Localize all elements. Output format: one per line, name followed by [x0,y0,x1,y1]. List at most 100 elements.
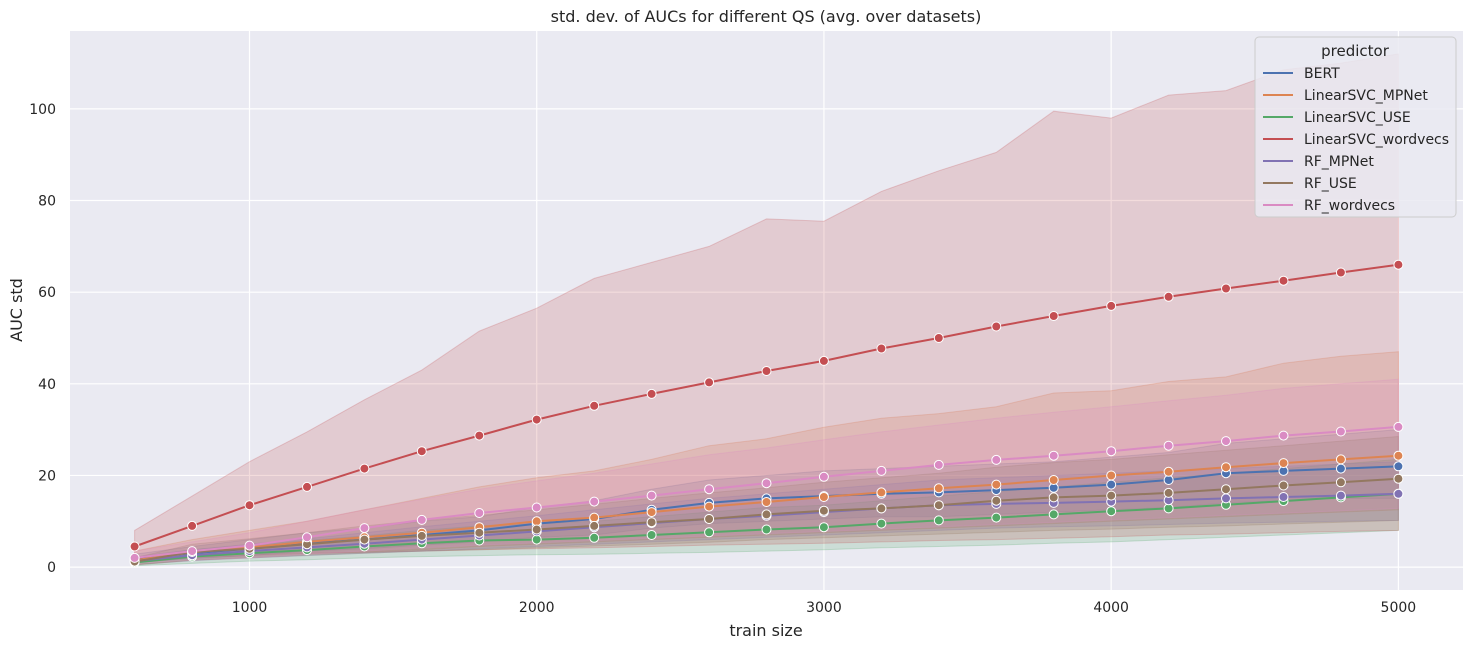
point-RF_USE [876,503,887,514]
point-RF_wordvecs [1393,421,1404,432]
point-LinearSVC_MPNet [761,497,772,507]
point-RF_USE [1221,484,1231,495]
point-RF_wordvecs [416,514,427,525]
band-LinearSVC_wordvecs [134,53,1399,564]
point-RF_wordvecs [1221,436,1231,447]
point-RF_MPNet [1278,492,1289,502]
legend-items: BERT LinearSVC_MPNet LinearSVC_USE LinearSV… [1263,66,1449,214]
point-RF_wordvecs [187,546,198,557]
point-BERT [1335,463,1346,474]
point-LinearSVC_USE [1106,506,1117,517]
point-RF_wordvecs [1048,450,1059,461]
point-LinearSVC_wordvecs [704,377,715,388]
point-RF_USE [991,495,1002,506]
point-RF_wordvecs [1335,426,1346,437]
point-LinearSVC_MPNet [1106,470,1117,481]
legend-title: predictor [1321,42,1390,60]
point-RF_MPNet [1221,493,1231,504]
point-LinearSVC_MPNet [1221,462,1231,473]
point-RF_USE [416,530,427,541]
point-BERT [1106,479,1117,490]
point-RF_USE [818,505,829,516]
point-LinearSVC_MPNet [646,507,657,518]
legend-box [1254,36,1457,218]
point-LinearSVC_USE [646,530,657,540]
y-axis-ticks: 0 20 40 60 80 100 [29,102,56,576]
point-RF_wordvecs [704,484,715,495]
point-RF_USE [1106,490,1117,501]
point-LinearSVC_wordvecs [1335,267,1346,278]
point-RF_wordvecs [1278,430,1289,441]
point-RF_wordvecs [531,502,542,513]
legend-label: LinearSVC_wordvecs [1304,132,1449,148]
point-LinearSVC_wordvecs [187,520,198,531]
point-LinearSVC_wordvecs [474,430,485,441]
point-LinearSVC_wordvecs [1048,311,1059,321]
point-RF_wordvecs [1163,440,1174,451]
point-BERT [1163,475,1174,485]
x-axis-label: train size [729,621,802,640]
point-LinearSVC_wordvecs [129,541,140,552]
point-BERT [1393,461,1404,472]
point-LinearSVC_wordvecs [589,400,600,411]
point-LinearSVC_USE [1048,509,1059,520]
point-RF_USE [1393,473,1404,484]
point-LinearSVC_MPNet [1393,450,1404,461]
point-LinearSVC_MPNet [704,501,715,512]
chart-title: std. dev. of AUCs for different QS (avg.… [551,7,982,26]
point-RF_wordvecs [761,478,772,489]
point-RF_USE [646,517,657,528]
legend-label: LinearSVC_MPNet [1304,88,1428,104]
y-axis-label: AUC std [7,278,26,342]
y-tick-label: 60 [38,285,56,301]
point-RF_USE [933,500,944,511]
point-RF_wordvecs [646,490,657,501]
point-RF_wordvecs [359,523,370,534]
point-LinearSVC_wordvecs [359,463,370,474]
legend-label: RF_wordvecs [1304,198,1395,214]
point-RF_wordvecs [302,532,312,543]
point-RF_wordvecs [991,454,1002,465]
point-RF_wordvecs [474,508,485,518]
point-LinearSVC_MPNet [933,483,944,494]
point-RF_wordvecs [876,465,887,476]
point-LinearSVC_wordvecs [991,321,1002,332]
x-tick-label: 4000 [1093,600,1129,616]
point-RF_USE [1335,477,1346,488]
point-RF_wordvecs [589,496,600,507]
point-LinearSVC_wordvecs [1163,291,1174,302]
point-LinearSVC_wordvecs [1221,283,1231,294]
point-LinearSVC_wordvecs [646,388,657,399]
point-RF_USE [589,520,600,531]
point-LinearSVC_wordvecs [531,414,542,425]
y-tick-label: 0 [47,560,56,576]
point-RF_wordvecs [933,459,944,470]
point-LinearSVC_wordvecs [761,366,772,376]
point-LinearSVC_USE [933,515,944,526]
point-LinearSVC_USE [818,522,829,533]
point-LinearSVC_wordvecs [1278,275,1289,286]
point-LinearSVC_wordvecs [416,446,427,457]
legend: predictor BERT LinearSVC_MPNet LinearSVC_U… [1254,36,1457,218]
point-LinearSVC_MPNet [1163,466,1174,477]
point-RF_USE [1163,487,1174,498]
point-LinearSVC_MPNet [589,512,600,523]
x-tick-label: 1000 [232,600,268,616]
point-RF_wordvecs [129,552,140,563]
series-markers [129,259,1404,568]
point-LinearSVC_USE [1163,503,1174,514]
point-LinearSVC_MPNet [991,479,1002,490]
point-RF_wordvecs [818,471,829,482]
legend-label: RF_USE [1304,176,1357,192]
y-tick-label: 20 [38,468,56,484]
y-tick-label: 100 [29,102,56,118]
point-RF_USE [531,524,542,535]
point-LinearSVC_USE [531,534,542,545]
point-LinearSVC_wordvecs [933,333,944,343]
x-tick-label: 2000 [519,600,555,616]
point-RF_USE [761,509,772,520]
point-RF_wordvecs [1106,446,1117,457]
point-LinearSVC_USE [589,532,600,543]
point-RF_USE [359,534,370,545]
